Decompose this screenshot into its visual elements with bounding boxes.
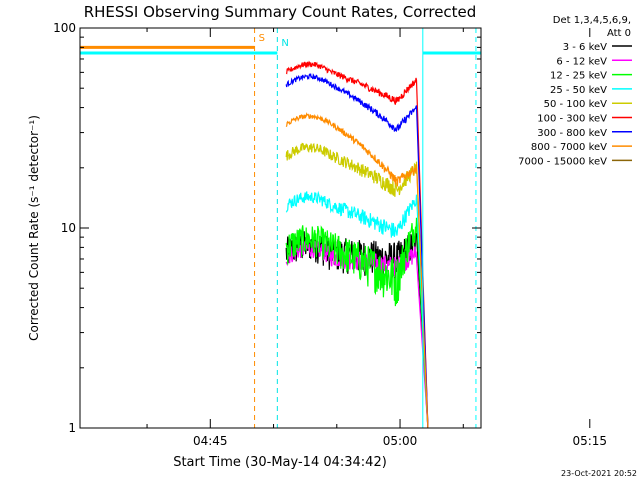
series-300-800-kev (285, 72, 429, 429)
x-axis-label: Start Time (30-May-14 04:34:42) (173, 455, 387, 470)
series-layer (80, 45, 481, 429)
x-tick-label: 04:45 (193, 434, 228, 448)
series-100-300-kev (285, 60, 429, 429)
y-axis-label: Corrected Count Rate (s⁻¹ detector⁻¹) (27, 115, 41, 341)
marker-label-n: N (281, 38, 288, 49)
y-tick-label: 1 (68, 421, 76, 435)
chart-title: RHESSI Observing Summary Count Rates, Co… (84, 3, 477, 21)
series-6-12-kev (285, 240, 429, 429)
y-tick-label: 100 (53, 21, 76, 35)
series-800-7000-kev (285, 112, 429, 429)
legend-label: 50 - 100 keV (544, 99, 608, 110)
y-tick-label: 10 (61, 221, 76, 235)
legend-label: 100 - 300 keV (537, 114, 607, 125)
series-25-50-kev (285, 190, 429, 429)
timestamp: 23-Oct-2021 20:52 (561, 469, 637, 478)
legend: Det 1,3,4,5,6,9, Att 03 - 6 keV 6 - 12 keV… (518, 15, 632, 167)
legend-label: 3 - 6 keV (563, 42, 607, 53)
legend-header: Det 1,3,4,5,6,9, (553, 15, 631, 26)
series-50-100-kev (285, 142, 429, 429)
legend-label: 800 - 7000 keV (531, 142, 607, 153)
legend-label: 6 - 12 keV (556, 56, 607, 67)
x-tick-label: 05:00 (383, 434, 418, 448)
legend-label: 300 - 800 keV (537, 128, 607, 139)
series-12-25-kev (285, 217, 429, 429)
x-tick-label: 05:15 (572, 434, 607, 448)
legend-header: Att 0 (607, 28, 631, 39)
legend-label: 25 - 50 keV (550, 85, 607, 96)
legend-label: 7000 - 15000 keV (518, 156, 607, 167)
legend-label: 12 - 25 keV (550, 71, 607, 82)
marker-label-s: S (259, 33, 265, 44)
